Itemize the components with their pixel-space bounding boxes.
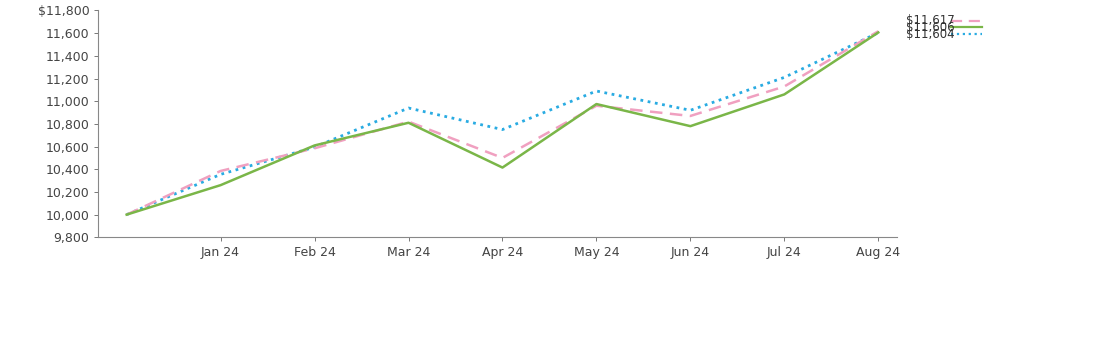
Fund bbox=[120, 213, 133, 217]
Text: $11,604: $11,604 bbox=[907, 28, 955, 41]
MSCI ACWI ex USA Index bbox=[590, 89, 603, 93]
MSCI World ex USA Climate Paris Aligned Benchmark Extended Select Index bbox=[401, 119, 415, 124]
MSCI ACWI ex USA Index bbox=[684, 108, 697, 112]
MSCI World ex USA Climate Paris Aligned Benchmark Extended Select Index bbox=[120, 213, 133, 217]
Fund bbox=[496, 165, 509, 170]
MSCI ACWI ex USA Index bbox=[496, 127, 509, 132]
Fund bbox=[590, 102, 603, 106]
MSCI ACWI ex USA Index bbox=[872, 31, 885, 35]
Line: MSCI ACWI ex USA Index: MSCI ACWI ex USA Index bbox=[127, 33, 878, 215]
MSCI World ex USA Climate Paris Aligned Benchmark Extended Select Index bbox=[590, 104, 603, 108]
MSCI ACWI ex USA Index bbox=[309, 145, 322, 149]
MSCI World ex USA Climate Paris Aligned Benchmark Extended Select Index bbox=[778, 84, 791, 89]
MSCI World ex USA Climate Paris Aligned Benchmark Extended Select Index bbox=[214, 169, 228, 173]
MSCI World ex USA Climate Paris Aligned Benchmark Extended Select Index bbox=[496, 156, 509, 160]
Fund bbox=[684, 124, 697, 128]
Fund bbox=[778, 92, 791, 96]
MSCI ACWI ex USA Index bbox=[214, 172, 228, 177]
MSCI World ex USA Climate Paris Aligned Benchmark Extended Select Index bbox=[872, 29, 885, 33]
Text: $11,606: $11,606 bbox=[907, 21, 955, 34]
MSCI World ex USA Climate Paris Aligned Benchmark Extended Select Index bbox=[684, 114, 697, 118]
Fund bbox=[309, 143, 322, 148]
Fund bbox=[214, 183, 228, 187]
MSCI ACWI ex USA Index bbox=[401, 106, 415, 110]
Text: $11,617: $11,617 bbox=[907, 14, 955, 27]
Line: MSCI World ex USA Climate Paris Aligned Benchmark Extended Select Index: MSCI World ex USA Climate Paris Aligned … bbox=[127, 31, 878, 215]
Fund bbox=[872, 30, 885, 35]
Line: Fund: Fund bbox=[127, 32, 878, 215]
MSCI ACWI ex USA Index bbox=[778, 75, 791, 80]
MSCI ACWI ex USA Index bbox=[120, 213, 133, 217]
MSCI World ex USA Climate Paris Aligned Benchmark Extended Select Index bbox=[309, 146, 322, 150]
Fund bbox=[401, 121, 415, 125]
